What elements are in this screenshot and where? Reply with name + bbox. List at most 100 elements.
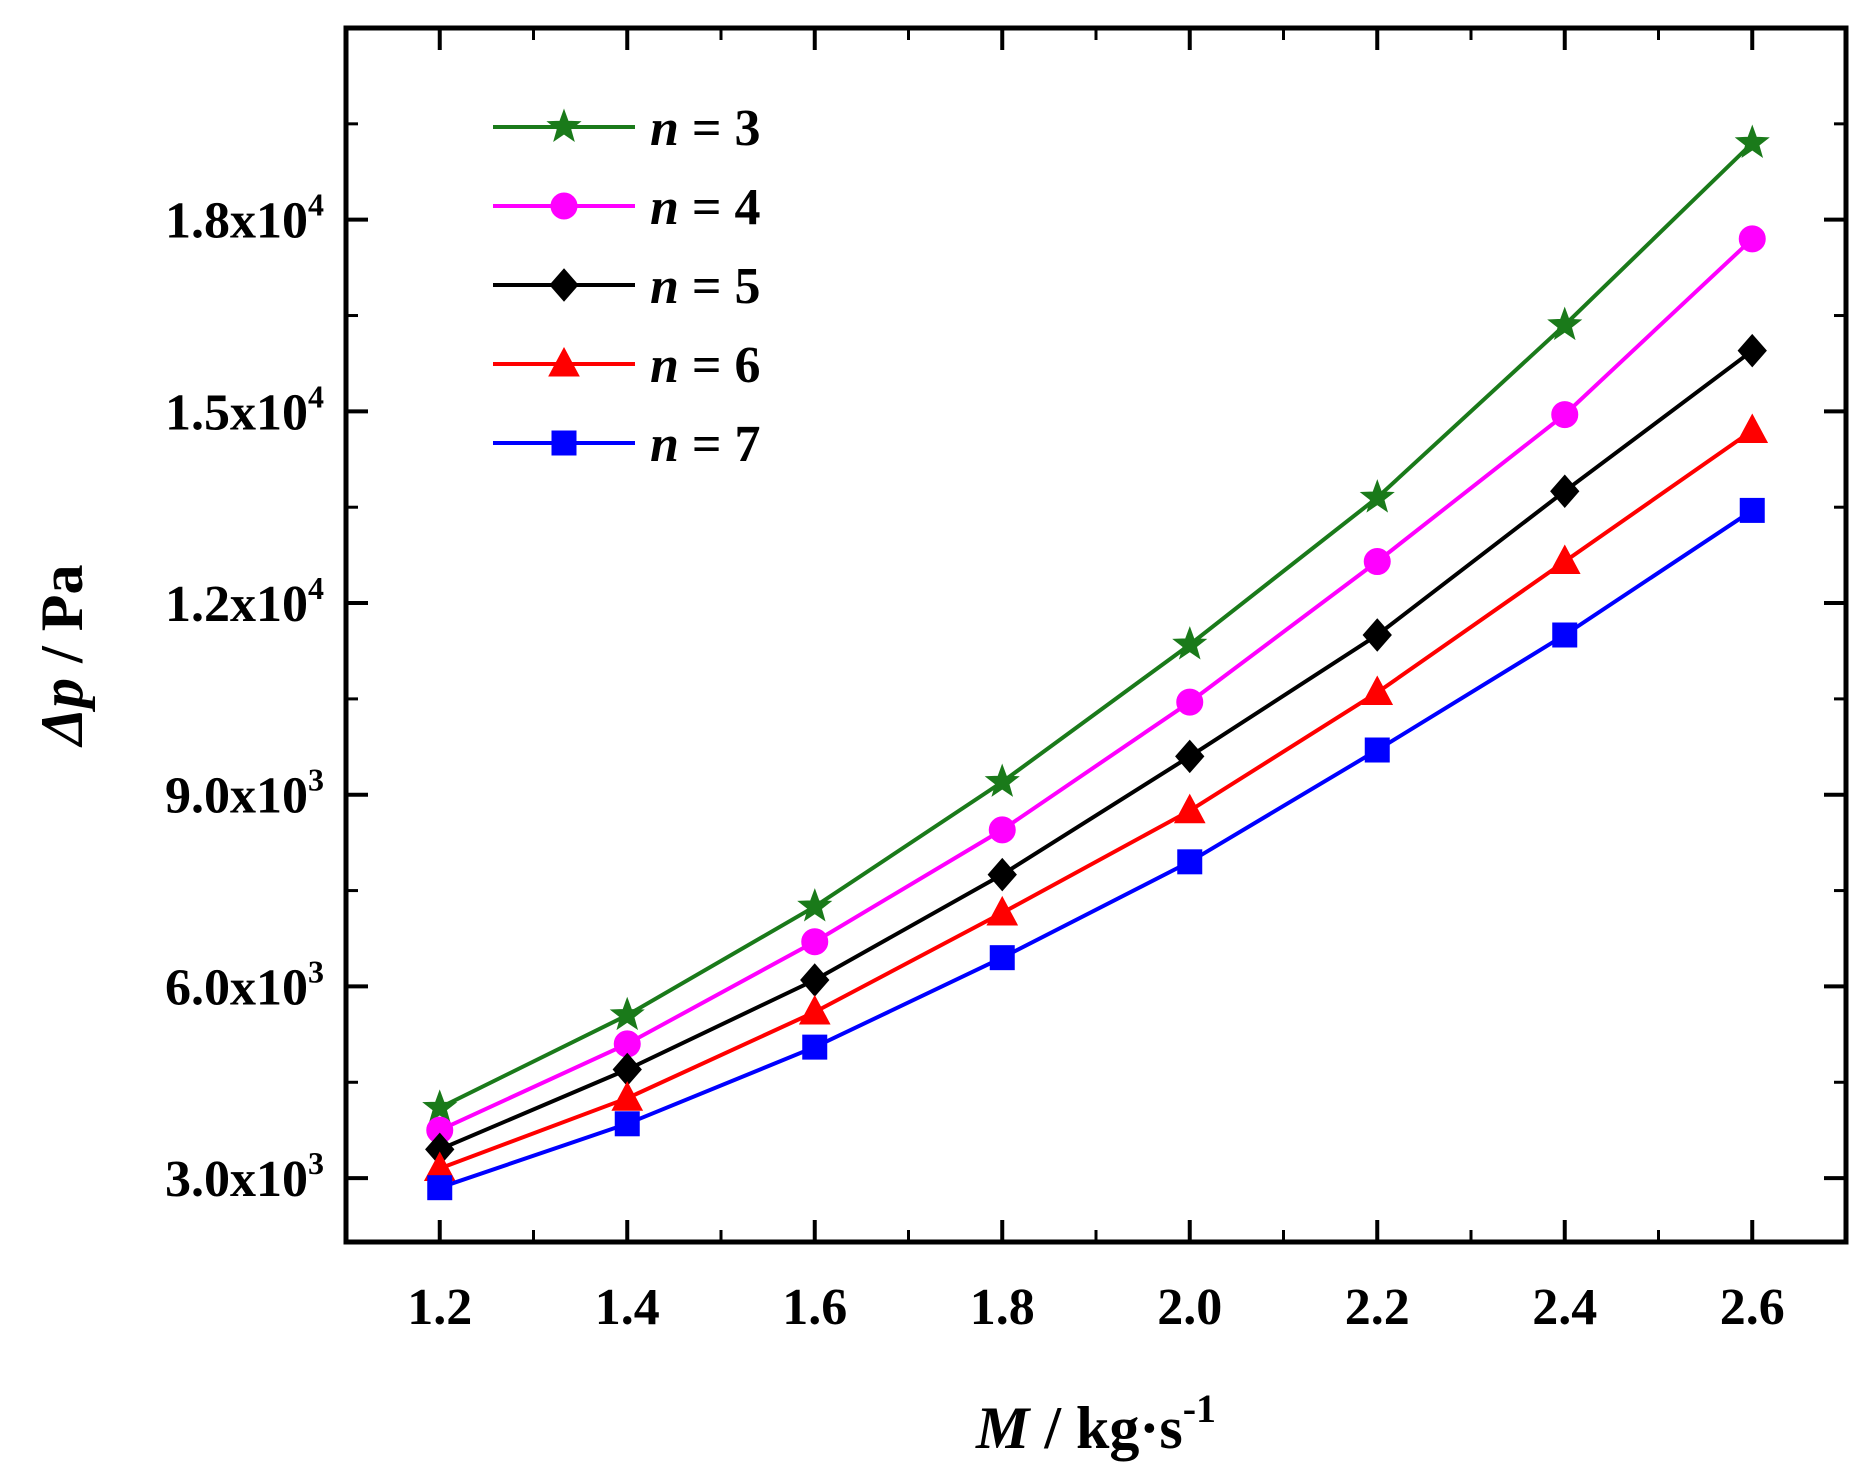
- x-axis-title-exp: -1: [1183, 1386, 1216, 1431]
- y-tick-label: 6.0x103: [165, 953, 324, 1016]
- y-tick-exponent: 3: [308, 762, 324, 798]
- legend-entry: n = 4: [493, 179, 761, 236]
- x-tick-label: 2.6: [1720, 1279, 1785, 1336]
- data-point: [612, 1052, 642, 1087]
- data-point: [1173, 793, 1206, 824]
- y-tick-label: 3.0x103: [165, 1145, 324, 1208]
- x-tick-label: 2.4: [1532, 1279, 1597, 1336]
- series-line: [439, 508, 1754, 1190]
- x-tick-label: 1.2: [407, 1279, 472, 1336]
- data-point: [1363, 548, 1391, 576]
- data-point: [1737, 333, 1767, 368]
- y-axis-title-unit: / Pa: [29, 565, 95, 678]
- data-point: [797, 888, 833, 922]
- y-tick-mantissa: 1.2x10: [165, 576, 308, 633]
- y-tick-exponent: 4: [308, 378, 324, 414]
- legend-label-var: n: [650, 100, 679, 157]
- y-tick-label: 1.5x104: [165, 378, 324, 441]
- data-point: [1547, 306, 1583, 341]
- data-point: [1176, 688, 1204, 716]
- data-point: [1359, 479, 1395, 513]
- legend-marker: [550, 192, 578, 220]
- data-point: [609, 996, 645, 1031]
- y-tick-mantissa: 1.8x10: [165, 193, 308, 250]
- legend-marker: [548, 346, 580, 377]
- y-axis-title: Δp / Pa: [29, 565, 95, 748]
- data-point: [988, 816, 1016, 844]
- series-n-7: [427, 497, 1765, 1201]
- series-group: [422, 124, 1770, 1201]
- legend-entry: n = 3: [493, 100, 761, 157]
- y-tick-exponent: 4: [308, 570, 324, 606]
- legend-entry: n = 6: [493, 337, 761, 394]
- legend-label-var: n: [650, 258, 679, 315]
- data-point: [1738, 225, 1766, 253]
- x-tick-label: 1.4: [595, 1279, 660, 1336]
- series-line: [438, 428, 1754, 1171]
- y-tick-mantissa: 9.0x10: [165, 768, 308, 825]
- legend-label-rest: = 7: [679, 416, 761, 473]
- data-point: [1736, 413, 1769, 444]
- y-tick-label: 9.0x103: [165, 762, 324, 825]
- legend-label: n = 5: [650, 258, 761, 315]
- data-point: [984, 763, 1020, 797]
- data-point: [1548, 544, 1581, 575]
- data-point: [987, 857, 1017, 892]
- legend-marker: [546, 108, 582, 142]
- data-point: [1552, 622, 1578, 648]
- legend: n = 3n = 4n = 5n = 6n = 7: [493, 100, 761, 473]
- y-tick-mantissa: 1.5x10: [165, 384, 308, 441]
- x-axis-title-main: M: [975, 1395, 1032, 1461]
- legend-label: n = 3: [650, 100, 761, 157]
- y-tick-exponent: 3: [308, 1145, 324, 1181]
- y-tick-exponent: 4: [308, 187, 324, 223]
- x-axis-title: M / kg·s-1: [975, 1386, 1216, 1461]
- legend-label-var: n: [650, 179, 679, 236]
- legend-label-var: n: [650, 337, 679, 394]
- legend-marker: [551, 430, 577, 456]
- data-point: [1739, 497, 1765, 523]
- series-line: [438, 141, 1754, 1110]
- y-tick-mantissa: 6.0x10: [165, 959, 308, 1016]
- x-tick-label: 2.0: [1157, 1279, 1222, 1336]
- data-point: [801, 928, 829, 956]
- y-axis-title-main: Δp: [29, 678, 95, 748]
- plot-frame: [343, 25, 1849, 1245]
- data-point: [1364, 737, 1390, 763]
- x-tick-label: 2.2: [1345, 1279, 1410, 1336]
- legend-entry: n = 5: [493, 258, 761, 315]
- tick-marks: [346, 28, 1846, 1242]
- legend-marker: [549, 268, 579, 302]
- series-n-4: [426, 225, 1766, 1144]
- y-tick-label: 1.8x104: [165, 187, 324, 250]
- series-line: [438, 349, 1754, 1152]
- series-line: [438, 237, 1754, 1133]
- data-point: [989, 945, 1015, 971]
- data-point: [614, 1111, 640, 1137]
- legend-label: n = 6: [650, 337, 761, 394]
- legend-label-rest: = 5: [679, 258, 761, 315]
- data-point: [800, 963, 830, 997]
- data-point: [986, 895, 1019, 926]
- legend-entry: n = 7: [493, 416, 761, 473]
- legend-label-rest: = 3: [679, 100, 761, 157]
- legend-label-var: n: [650, 416, 679, 473]
- data-point: [427, 1175, 453, 1201]
- legend-label-rest: = 6: [679, 337, 761, 394]
- data-point: [1551, 401, 1579, 429]
- data-point: [1177, 849, 1203, 875]
- data-point: [1362, 618, 1392, 652]
- data-point: [422, 1089, 458, 1123]
- y-tick-mantissa: 3.0x10: [165, 1151, 308, 1208]
- series-n-6: [423, 413, 1769, 1182]
- data-point: [802, 1034, 828, 1060]
- legend-label: n = 4: [650, 179, 761, 236]
- x-axis-title-unit: / kg·s: [1029, 1395, 1182, 1461]
- data-point: [1361, 675, 1394, 706]
- series-n-3: [422, 124, 1770, 1123]
- data-point: [1550, 474, 1580, 508]
- series-n-5: [425, 333, 1767, 1167]
- x-tick-label: 1.6: [782, 1279, 847, 1336]
- data-point: [1734, 124, 1770, 158]
